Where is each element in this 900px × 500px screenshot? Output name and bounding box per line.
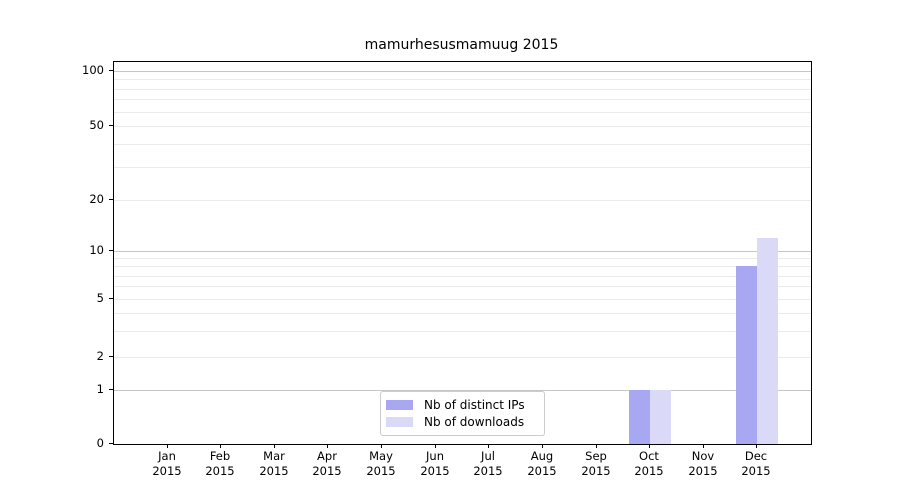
chart-title: mamurhesusmamuug 2015 xyxy=(364,37,559,53)
y-tick-label: 2 xyxy=(96,349,104,363)
x-tick-mark xyxy=(167,444,168,448)
x-tick-label: Aug 2015 xyxy=(527,449,557,478)
y-tick-label: 50 xyxy=(89,118,104,132)
bar-distinct-ips xyxy=(629,390,650,444)
gridline-minor xyxy=(114,331,811,332)
plot-area xyxy=(113,61,812,445)
x-tick-label: Jun 2015 xyxy=(420,449,450,478)
legend-item-distinct-ips: Nb of distinct IPs xyxy=(386,396,536,413)
x-tick-label: Jul 2015 xyxy=(473,449,503,478)
gridline-minor xyxy=(114,266,811,267)
x-tick-label: Sep 2015 xyxy=(581,449,611,478)
gridline-minor xyxy=(114,167,811,168)
gridline-minor xyxy=(114,89,811,90)
y-tick-label: 100 xyxy=(82,63,104,77)
y-tick-label: 5 xyxy=(96,291,104,305)
x-tick-mark xyxy=(756,444,757,448)
legend-label: Nb of distinct IPs xyxy=(424,397,525,412)
y-tick-mark xyxy=(109,443,113,444)
y-tick-label: 10 xyxy=(89,243,104,257)
gridline-minor xyxy=(114,99,811,100)
gridline-minor xyxy=(114,126,811,127)
x-tick-label: Feb 2015 xyxy=(205,449,235,478)
gridline-major xyxy=(114,251,811,252)
gridline-minor xyxy=(114,258,811,259)
y-tick-mark xyxy=(109,70,113,71)
gridline-minor xyxy=(114,299,811,300)
gridline-minor xyxy=(114,357,811,358)
x-tick-mark xyxy=(649,444,650,448)
gridline-minor xyxy=(114,112,811,113)
y-tick-mark xyxy=(109,389,113,390)
x-tick-mark xyxy=(220,444,221,448)
x-tick-label: Nov 2015 xyxy=(688,449,718,478)
x-tick-mark xyxy=(703,444,704,448)
x-tick-label: Apr 2015 xyxy=(312,449,342,478)
gridline-minor xyxy=(114,276,811,277)
gridline-minor xyxy=(114,200,811,201)
x-tick-label: Mar 2015 xyxy=(259,449,289,478)
gridline-major xyxy=(114,390,811,391)
y-tick-mark xyxy=(109,250,113,251)
gridline-major xyxy=(114,71,811,72)
distinct-ips-swatch xyxy=(386,399,413,410)
y-tick-mark xyxy=(109,199,113,200)
x-tick-mark xyxy=(381,444,382,448)
y-tick-label: 20 xyxy=(89,192,104,206)
legend-item-downloads: Nb of downloads xyxy=(386,414,536,431)
x-tick-mark xyxy=(274,444,275,448)
y-tick-mark xyxy=(109,125,113,126)
y-tick-mark xyxy=(109,356,113,357)
x-tick-label: Jan 2015 xyxy=(152,449,182,478)
x-tick-label: Oct 2015 xyxy=(634,449,664,478)
x-tick-mark xyxy=(435,444,436,448)
y-tick-label: 0 xyxy=(96,436,104,450)
x-tick-label: May 2015 xyxy=(366,449,396,478)
gridline-minor xyxy=(114,144,811,145)
legend-label: Nb of downloads xyxy=(424,415,525,430)
y-tick-label: 1 xyxy=(96,382,104,396)
bar-downloads xyxy=(650,390,671,444)
gridline-minor xyxy=(114,79,811,80)
x-tick-label: Dec 2015 xyxy=(741,449,771,478)
x-tick-mark xyxy=(327,444,328,448)
x-tick-mark xyxy=(488,444,489,448)
legend: Nb of distinct IPs Nb of downloads xyxy=(380,391,545,436)
gridline-minor xyxy=(114,286,811,287)
x-tick-mark xyxy=(596,444,597,448)
gridline-minor xyxy=(114,313,811,314)
y-tick-mark xyxy=(109,298,113,299)
downloads-swatch xyxy=(386,417,413,428)
bar-downloads xyxy=(757,238,778,444)
bar-distinct-ips xyxy=(736,266,757,444)
x-tick-mark xyxy=(542,444,543,448)
